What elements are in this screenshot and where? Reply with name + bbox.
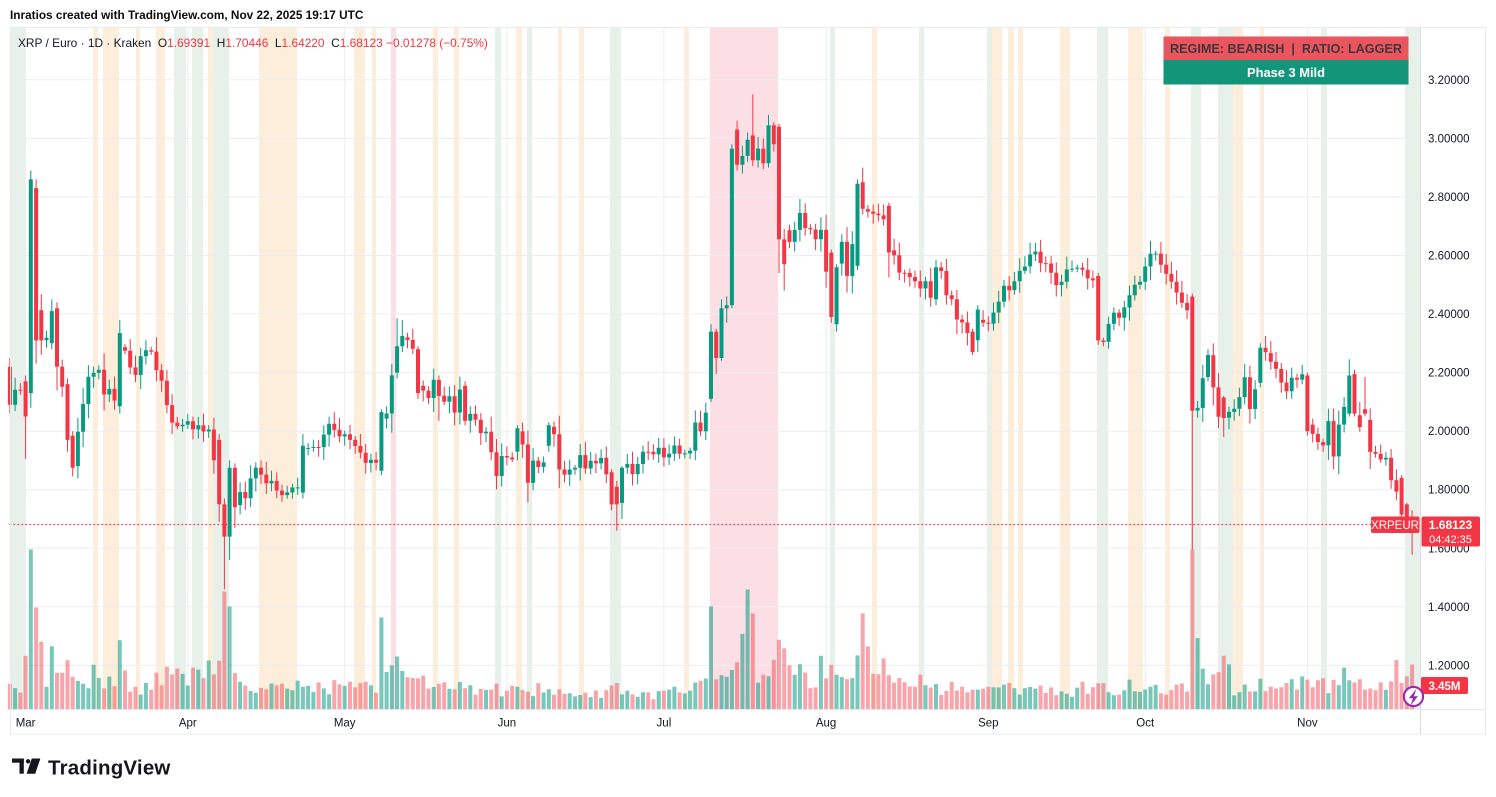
svg-text:May: May	[334, 718, 356, 730]
svg-text:Phase 3 Mild: Phase 3 Mild	[1247, 65, 1325, 80]
svg-text:Nov: Nov	[1297, 718, 1318, 730]
svg-text:Apr: Apr	[179, 718, 197, 730]
svg-text:Mar: Mar	[16, 718, 36, 730]
svg-text:2.20000: 2.20000	[1428, 368, 1470, 380]
svg-text:XRPEUR: XRPEUR	[1371, 520, 1419, 532]
svg-text:2.80000: 2.80000	[1428, 192, 1470, 204]
svg-text:04:42:35: 04:42:35	[1429, 534, 1472, 546]
svg-text:1.80000: 1.80000	[1428, 485, 1470, 497]
svg-text:3.20000: 3.20000	[1428, 75, 1470, 87]
svg-text:TradingView: TradingView	[48, 757, 171, 780]
svg-text:Aug: Aug	[816, 718, 836, 730]
svg-text:Inratios created with TradingV: Inratios created with TradingView.com, N…	[10, 8, 364, 22]
svg-text:1.68123: 1.68123	[1429, 518, 1473, 532]
svg-text:Oct: Oct	[1136, 718, 1155, 730]
svg-text:2.60000: 2.60000	[1428, 251, 1470, 263]
svg-text:1.40000: 1.40000	[1428, 602, 1470, 614]
svg-text:XRP / Euro · 1D · Kraken O1.6: XRP / Euro · 1D · Kraken O1.69391 H1.704…	[18, 36, 488, 50]
svg-text:Jun: Jun	[498, 718, 517, 730]
svg-text:2.00000: 2.00000	[1428, 426, 1470, 438]
svg-text:Jul: Jul	[657, 718, 672, 730]
svg-text:2.40000: 2.40000	[1428, 309, 1470, 321]
svg-text:REGIME: BEARISH | RATIO: LAG: REGIME: BEARISH | RATIO: LAGGER	[1170, 41, 1402, 56]
svg-text:1.20000: 1.20000	[1428, 660, 1470, 672]
svg-text:3.45M: 3.45M	[1429, 681, 1461, 693]
svg-text:Sep: Sep	[978, 718, 998, 730]
svg-text:3.00000: 3.00000	[1428, 133, 1470, 145]
